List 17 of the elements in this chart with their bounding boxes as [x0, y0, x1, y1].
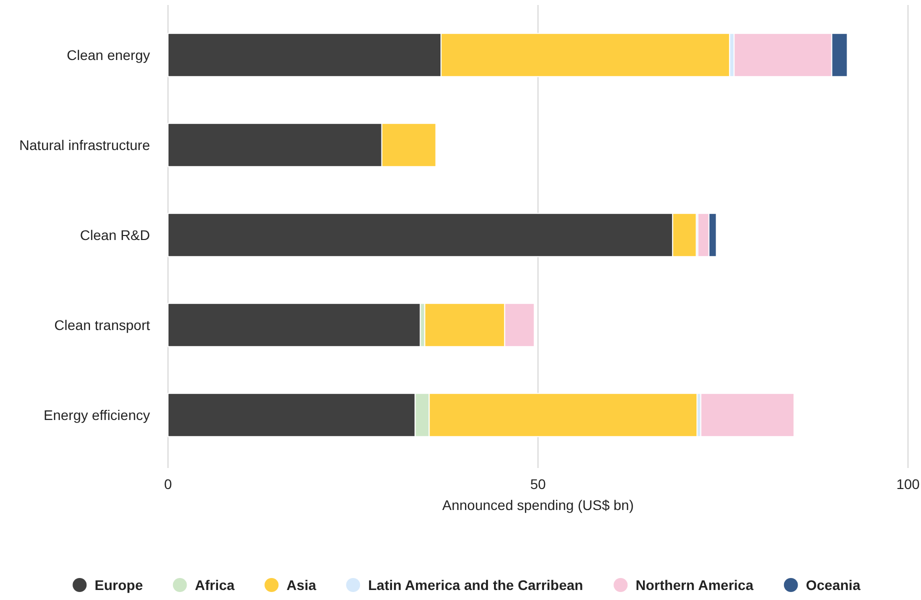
x-tick-label: 50 [530, 476, 546, 492]
x-tick-label: 100 [896, 476, 920, 492]
bar [700, 392, 795, 438]
y-tick-label: Clean transport [54, 316, 150, 333]
y-tick-label: Energy efficiency [44, 406, 150, 423]
legend-label: Oceania [806, 577, 861, 593]
y-tick-label: Clean energy [66, 46, 150, 63]
y-tick-label: Clean R&D [80, 226, 150, 243]
legend-label: Africa [194, 577, 235, 593]
y-tick-label: Natural infrastructure [19, 136, 150, 153]
legend-label: Europe [94, 577, 144, 593]
legend-label: Latin America and the Carribean [368, 577, 584, 593]
x-axis-title: Announced spending (US$ bn) [442, 497, 634, 513]
bar [168, 302, 421, 348]
legend-label: Asia [286, 577, 316, 593]
x-tick-label: 0 [164, 476, 172, 492]
legend-label: Northern America [636, 577, 754, 593]
